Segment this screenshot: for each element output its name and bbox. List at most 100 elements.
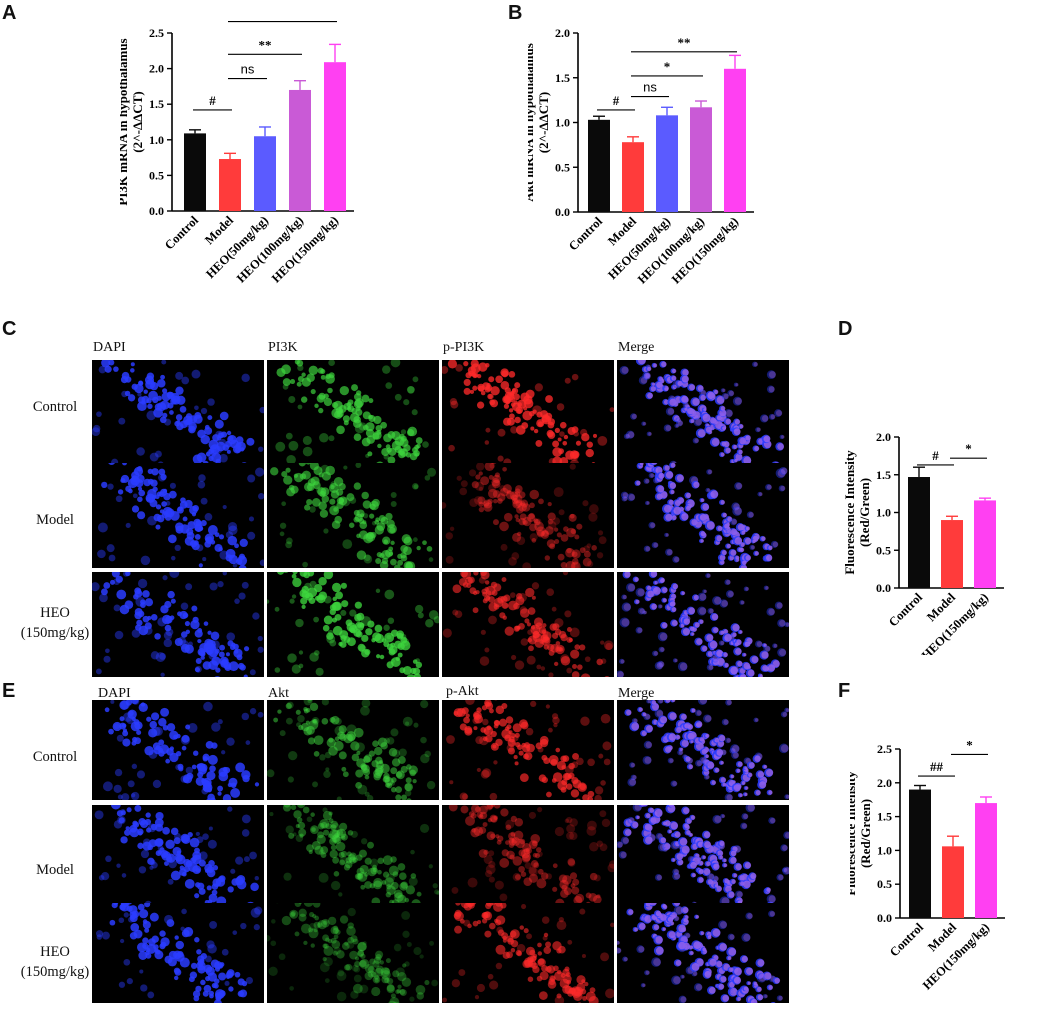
micro-e-row1-col3 bbox=[442, 700, 614, 800]
micro-e-row1-col4 bbox=[617, 700, 789, 800]
col-header-dapi: DAPI bbox=[93, 340, 126, 355]
bar-control bbox=[184, 133, 206, 211]
y-tick-label: 1.0 bbox=[555, 116, 570, 130]
significance-label: ** bbox=[276, 15, 289, 20]
bar-heo-150mg-kg- bbox=[324, 62, 346, 211]
micro-e-row1-col2 bbox=[267, 700, 439, 800]
micro-e-row2-col3 bbox=[442, 805, 614, 905]
x-tick-label: Control bbox=[566, 214, 606, 254]
y-tick-label: 1.5 bbox=[555, 71, 570, 85]
y-axis-label: PI3K mRNA in hypothalamus(2^-ΔΔCT) bbox=[120, 38, 145, 205]
micro-e-row3-col1 bbox=[92, 903, 264, 1003]
panel-letter-b: B bbox=[508, 2, 523, 24]
panel-letter-c: C bbox=[2, 318, 17, 340]
col-header-akt: Akt bbox=[268, 686, 289, 701]
y-tick-label: 0.0 bbox=[876, 581, 891, 595]
row-label-heo: HEO (150mg/kg) bbox=[20, 605, 90, 641]
y-tick-label: 2.0 bbox=[877, 776, 892, 790]
y-axis-label-line: Akt mRNA in hypothalamus bbox=[528, 43, 536, 202]
micro-c-row1-col2 bbox=[267, 360, 439, 465]
y-tick-label: 0.5 bbox=[876, 543, 891, 557]
row-label-heo: HEO (150mg/kg) bbox=[20, 944, 90, 980]
row-label-model: Model bbox=[36, 512, 74, 528]
x-tick-label: Control bbox=[886, 590, 926, 630]
y-axis-label-line: Fluorescence Intensity bbox=[845, 450, 857, 575]
significance-label: ns bbox=[241, 62, 255, 77]
chart-f-akt-fluorescence: Fluorescence Intensity(Red/Green) 0.0 0.5 1… bbox=[850, 737, 1005, 992]
bar-heo-150mg-kg- bbox=[975, 803, 997, 918]
y-tick-label: 1.5 bbox=[149, 97, 164, 111]
significance-label: # bbox=[932, 448, 939, 463]
y-tick-label: 0.0 bbox=[555, 205, 570, 219]
bar-heo-100mg-kg- bbox=[690, 107, 712, 212]
panel-letter-e: E bbox=[2, 680, 16, 702]
imaging-grid-c: DAPI PI3K p-PI3K Merge Control Model HEO… bbox=[0, 330, 800, 680]
y-axis-label-line: (Red/Green) bbox=[858, 799, 873, 868]
y-axis-label-line: PI3K mRNA in hypothalamus bbox=[120, 38, 130, 205]
micro-c-row2-col2 bbox=[267, 463, 439, 568]
y-tick-label: 2.0 bbox=[876, 430, 891, 444]
y-tick-label: 0.5 bbox=[555, 160, 570, 174]
chart-d-pi3k-fluorescence: Fluorescence Intensity(Red/Green) 0.0 0.5 1… bbox=[845, 430, 1004, 655]
significance-label: ** bbox=[678, 35, 691, 50]
bar-model bbox=[941, 520, 963, 588]
significance-label: ns bbox=[643, 80, 657, 95]
y-tick-label: 1.0 bbox=[149, 133, 164, 147]
col-header-pi3k: PI3K bbox=[268, 340, 298, 355]
col-header-p-akt: p-Akt bbox=[446, 684, 479, 699]
y-tick-label: 2.0 bbox=[149, 62, 164, 76]
y-axis-label-line: (2^-ΔΔCT) bbox=[536, 92, 551, 153]
micro-c-row2-col1 bbox=[92, 463, 264, 568]
col-header-merge: Merge bbox=[618, 340, 655, 355]
micro-c-row2-col3 bbox=[442, 463, 614, 568]
micro-e-row2-col1 bbox=[92, 805, 264, 905]
y-tick-label: 1.0 bbox=[877, 843, 892, 857]
bar-control bbox=[588, 119, 610, 212]
y-tick-label: 0.0 bbox=[877, 911, 892, 925]
bar-model bbox=[622, 142, 644, 212]
col-header-merge: Merge bbox=[618, 686, 655, 701]
x-tick-label: Control bbox=[887, 920, 927, 960]
micro-c-row3-col2 bbox=[267, 572, 439, 677]
significance-label: * bbox=[965, 441, 972, 456]
y-axis-label-line: (Red/Green) bbox=[857, 478, 872, 547]
y-tick-label: 1.5 bbox=[876, 468, 891, 482]
y-tick-label: 1.5 bbox=[877, 810, 892, 824]
y-axis-label: Fluorescence Intensity(Red/Green) bbox=[850, 771, 873, 896]
panel-letter-d: D bbox=[838, 318, 853, 340]
micro-c-row3-col3 bbox=[442, 572, 614, 677]
micro-e-row2-col2 bbox=[267, 805, 439, 905]
x-tick-label: Control bbox=[162, 213, 202, 253]
y-tick-label: 0.0 bbox=[149, 204, 164, 218]
y-tick-label: 2.5 bbox=[149, 26, 164, 40]
micro-e-row1-col1 bbox=[92, 700, 264, 800]
micro-e-row2-col4 bbox=[617, 805, 789, 905]
significance-label: ** bbox=[259, 37, 272, 52]
significance-label: # bbox=[613, 93, 620, 108]
panel-letter-a: A bbox=[2, 2, 17, 24]
significance-label: # bbox=[209, 93, 216, 108]
micro-c-row1-col1 bbox=[92, 360, 264, 465]
significance-label: * bbox=[966, 737, 973, 752]
bar-model bbox=[219, 159, 241, 211]
y-tick-label: 2.0 bbox=[555, 26, 570, 40]
y-axis-label-line: Fluorescence Intensity bbox=[850, 771, 858, 896]
micro-c-row1-col3 bbox=[442, 360, 614, 465]
significance-label: * bbox=[664, 59, 671, 74]
row-label-control: Control bbox=[32, 749, 78, 765]
y-axis-label: Akt mRNA in hypothalamus(2^-ΔΔCT) bbox=[528, 43, 551, 202]
panel-letter-f: F bbox=[838, 680, 851, 702]
y-axis-label-line: (2^-ΔΔCT) bbox=[130, 91, 145, 152]
micro-c-row3-col4 bbox=[617, 572, 789, 677]
significance-label: ## bbox=[930, 759, 944, 774]
micro-c-row1-col4 bbox=[617, 360, 789, 465]
col-header-dapi: DAPI bbox=[98, 686, 131, 701]
bar-model bbox=[942, 846, 964, 918]
bar-heo-50mg-kg- bbox=[254, 136, 276, 211]
micro-c-row3-col1 bbox=[92, 572, 264, 677]
y-tick-label: 0.5 bbox=[877, 877, 892, 891]
bar-heo-50mg-kg- bbox=[656, 115, 678, 212]
y-axis-label: Fluorescence Intensity(Red/Green) bbox=[845, 450, 872, 575]
bar-control bbox=[909, 789, 931, 918]
bar-control bbox=[908, 477, 930, 588]
